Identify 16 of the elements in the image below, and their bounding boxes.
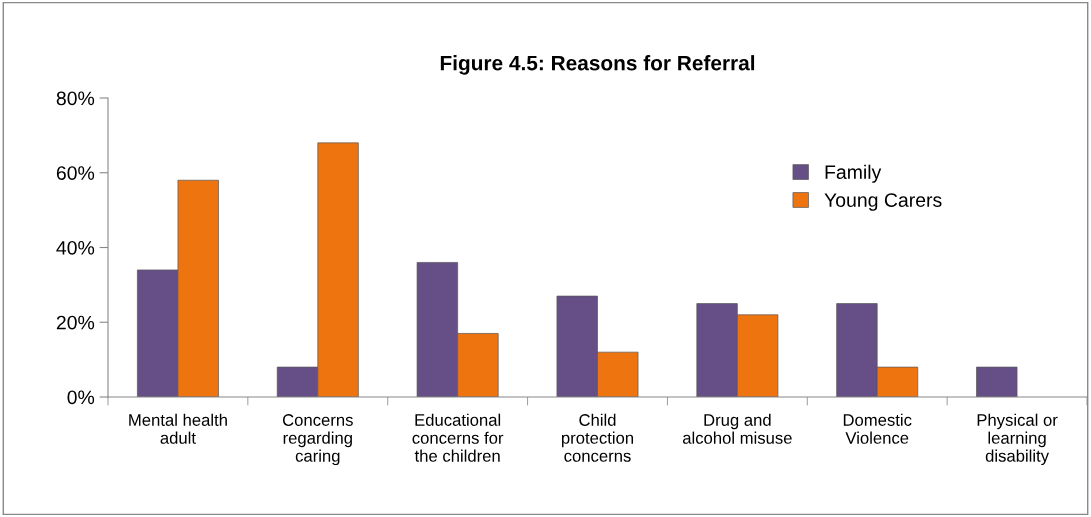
y-tick-label: 20% <box>56 315 95 330</box>
y-tick-label: 40% <box>56 240 95 255</box>
x-tick-label: Drug and alcohol misuse <box>682 413 792 444</box>
chart-title: Figure 4.5: Reasons for Referral <box>440 55 755 75</box>
x-tick-label: Educational concerns for the children <box>412 413 504 462</box>
legend-label: Family <box>825 164 882 183</box>
x-tick-label: Physical or learning disability <box>977 413 1058 466</box>
x-tick-label: Mental health adult <box>129 413 227 444</box>
y-tick-label: 80% <box>56 91 95 106</box>
y-tick-label: 0% <box>67 390 95 405</box>
y-tick-label: 60% <box>56 166 95 180</box>
bar <box>976 366 1018 397</box>
x-tick-label: Domestic Violence <box>843 413 912 444</box>
legend-label: Young Carers <box>824 193 942 211</box>
x-tick-label: Concerns regarding caring <box>282 414 353 466</box>
x-tick-label: Child protection concerns <box>561 413 634 462</box>
